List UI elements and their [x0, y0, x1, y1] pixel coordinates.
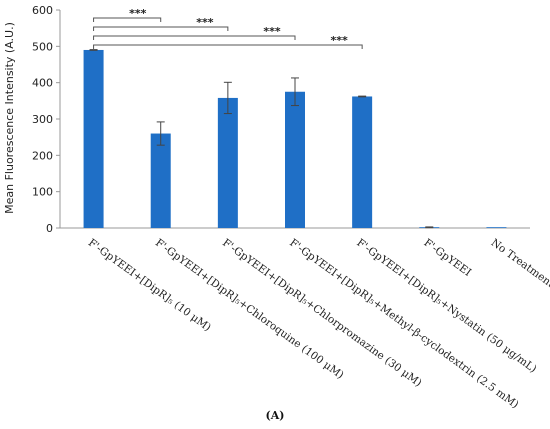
significance-label: *** — [331, 34, 349, 47]
y-tick-label: 0 — [46, 222, 53, 235]
significance-bracket — [93, 26, 229, 31]
y-tick-label: 100 — [32, 186, 53, 199]
y-tick-label: 600 — [32, 4, 53, 17]
bar — [83, 49, 104, 228]
y-tick-label: 500 — [32, 40, 53, 53]
significance-label: *** — [263, 25, 281, 38]
significance-label: *** — [129, 7, 147, 20]
y-axis: 0 100 200 300 400 500 600 — [32, 4, 530, 235]
y-tick-label: 200 — [32, 149, 53, 162]
bar — [217, 97, 238, 228]
x-category-label: F'-GpYEEI+[DipR]₅ (10 μM) — [86, 237, 213, 334]
bar — [486, 227, 507, 228]
y-tick-label: 400 — [32, 77, 53, 90]
bar — [352, 96, 373, 229]
panel-label: (A) — [265, 409, 285, 422]
y-axis-title: Mean Fluorescence Intensity (A.U.) — [3, 22, 16, 214]
significance-bracket — [93, 35, 296, 40]
y-tick-label: 300 — [32, 113, 53, 126]
x-category-label: F'-GpYEEI+[DipR]₅+Methyl-β-cyclodextrin … — [287, 237, 521, 411]
significance-bracket — [93, 44, 363, 49]
significance-bracket — [93, 17, 162, 22]
significance-label: *** — [196, 16, 214, 29]
bars — [83, 49, 507, 229]
bar — [150, 133, 171, 228]
x-axis-category-labels: F'-GpYEEI+[DipR]₅ (10 μM) F'-GpYEEI+[DipR… — [86, 237, 550, 411]
x-category-label: F'-GpYEEI — [422, 237, 474, 279]
x-category-label: No Treatment — [489, 237, 550, 291]
significance-brackets: *** *** *** *** — [93, 7, 363, 49]
bar — [285, 91, 305, 228]
